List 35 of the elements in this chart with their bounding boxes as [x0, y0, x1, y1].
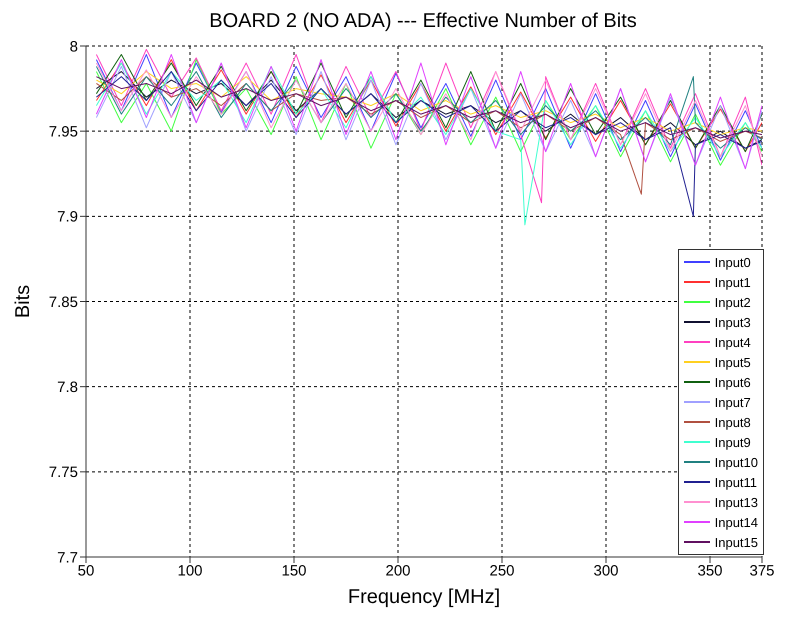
- legend-label: Input4: [714, 334, 751, 350]
- legend-label: Input8: [714, 414, 751, 430]
- legend-label: Input11: [714, 474, 758, 490]
- x-tick-label: 100: [177, 562, 203, 580]
- y-tick-label: 7.8: [57, 378, 78, 396]
- legend-label: Input13: [714, 494, 758, 510]
- y-tick-label: 7.95: [48, 123, 78, 140]
- y-tick-label: 7.85: [48, 294, 78, 311]
- y-tick-label: 7.75: [48, 464, 78, 482]
- y-tick-label: 8: [70, 38, 78, 56]
- legend-label: Input3: [714, 314, 751, 330]
- x-tick-label: 150: [281, 562, 307, 580]
- legend-label: Input1: [714, 274, 751, 290]
- legend-label: Input2: [714, 294, 751, 310]
- legend-label: Input0: [714, 254, 751, 270]
- legend-label: Input7: [714, 394, 751, 410]
- legend-label: Input15: [714, 534, 758, 550]
- y-tick-label: 7.7: [57, 549, 78, 566]
- legend-label: Input10: [714, 454, 758, 470]
- x-axis-title: Frequency [MHz]: [348, 586, 500, 608]
- legend-label: Input14: [714, 514, 758, 530]
- x-tick-label: 50: [78, 562, 94, 580]
- line-series: [96, 48, 762, 204]
- legend-label: Input5: [714, 354, 751, 370]
- y-axis-title: Bits: [12, 284, 34, 318]
- x-tick-label: 200: [385, 562, 411, 580]
- x-tick-label: 350: [697, 562, 723, 580]
- x-tick-label: 250: [489, 562, 515, 580]
- y-tick-label: 7.9: [57, 208, 78, 226]
- x-tick-label: 375: [749, 562, 775, 580]
- legend-label: Input9: [714, 434, 751, 450]
- x-tick-label: 300: [593, 562, 619, 580]
- line-series: [96, 76, 762, 195]
- legend-label: Input6: [714, 374, 751, 390]
- chart-title: BOARD 2 (NO ADA) --- Effective Number of Bits: [208, 9, 638, 34]
